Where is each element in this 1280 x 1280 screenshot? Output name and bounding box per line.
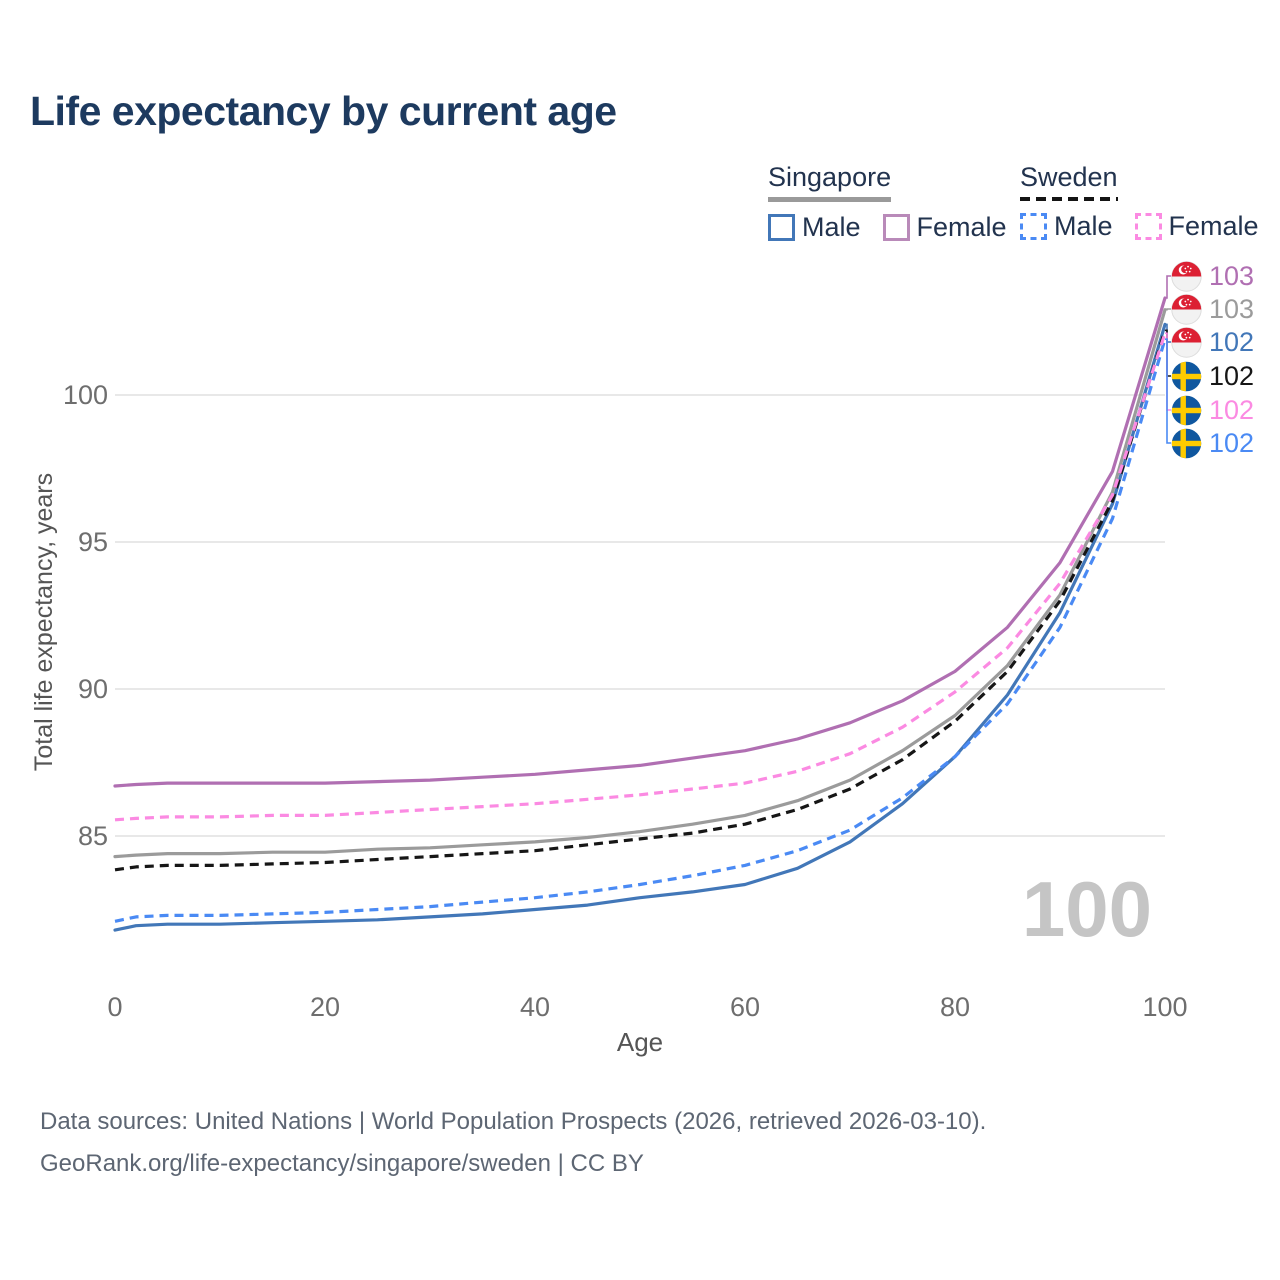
legend-item-sweden-male[interactable]: Male	[1020, 211, 1113, 242]
legend-item-singapore-male[interactable]: Male	[768, 212, 861, 243]
sweden-male-swatch-icon	[1020, 213, 1047, 240]
page-title: Life expectancy by current age	[30, 88, 617, 134]
singapore-male-swatch-icon	[768, 214, 795, 241]
end-label-row-sweden-female: 102	[1171, 395, 1254, 426]
end-label-row-singapore-male: 102	[1171, 326, 1255, 358]
x-tick-label-60: 60	[729, 992, 761, 1022]
x-tick-label-40: 40	[519, 992, 551, 1022]
series-line-sweden-total[interactable]	[114, 329, 1167, 872]
end-label-row-singapore-female: 103	[1171, 260, 1255, 292]
end-label-value: 102	[1209, 427, 1255, 458]
legend-underline-sweden	[1020, 197, 1118, 201]
y-tick-label-85: 85	[77, 821, 108, 851]
y-tick-label-100: 100	[62, 380, 108, 410]
legend-item-label: Female	[1168, 211, 1259, 241]
legend-item-label: Female	[916, 212, 1007, 242]
x-tick-label-0: 0	[107, 992, 123, 1022]
x-tick-label-80: 80	[939, 992, 971, 1022]
y-axis-title: Total life expectancy, years	[30, 472, 58, 772]
singapore-flag-icon	[1171, 326, 1202, 358]
legend-country-singapore: Singapore	[768, 162, 892, 192]
footer-attribution: GeoRank.org/life-expectancy/singapore/sw…	[40, 1150, 644, 1177]
end-label-row-sweden-total: 102	[1171, 361, 1254, 392]
end-label-value: 102	[1209, 360, 1255, 391]
legend-item-sweden-female[interactable]: Female	[1134, 211, 1259, 242]
end-label-connector-sweden-male	[1165, 338, 1171, 444]
x-tick-label-20: 20	[309, 992, 341, 1022]
x-axis-title: Age	[616, 1027, 664, 1057]
y-tick-label-95: 95	[77, 527, 108, 557]
singapore-flag-icon	[1171, 293, 1202, 325]
footer-data-sources: Data sources: United Nations | World Pop…	[40, 1108, 987, 1135]
series-line-singapore-total[interactable]	[113, 308, 1167, 859]
x-tick-label-100: 100	[1142, 992, 1188, 1022]
sweden-flag-icon	[1171, 361, 1202, 391]
series-line-singapore-male[interactable]	[113, 322, 1167, 932]
y-tick-label-90: 90	[77, 674, 108, 704]
end-label-row-sweden-male: 102	[1171, 428, 1254, 459]
legend-country-sweden: Sweden	[1020, 162, 1118, 192]
sweden-flag-icon	[1171, 395, 1202, 425]
end-label-value: 103	[1209, 260, 1255, 291]
legend-item-singapore-female[interactable]: Female	[882, 212, 1007, 243]
singapore-flag-icon	[1171, 260, 1202, 292]
series-line-sweden-female[interactable]	[114, 332, 1167, 822]
sweden-flag-icon	[1171, 428, 1202, 458]
end-label-value: 103	[1209, 293, 1255, 324]
series-line-singapore-female[interactable]	[113, 296, 1167, 788]
sweden-female-swatch-icon	[1134, 213, 1162, 240]
series-line-sweden-male[interactable]	[114, 338, 1167, 923]
legend-group-sweden: Sweden Male Female	[1020, 162, 1259, 242]
age-watermark: 100	[1021, 865, 1152, 953]
legend-underline-singapore	[768, 197, 891, 202]
end-label-value: 102	[1209, 394, 1255, 425]
end-label-value: 102	[1209, 326, 1255, 357]
legend-item-label: Male	[1054, 211, 1113, 241]
legend-item-label: Male	[802, 212, 861, 242]
end-label-row-singapore-total: 103	[1171, 293, 1255, 325]
singapore-female-swatch-icon	[882, 214, 910, 241]
legend-group-singapore: Singapore Male Female	[768, 162, 1007, 243]
